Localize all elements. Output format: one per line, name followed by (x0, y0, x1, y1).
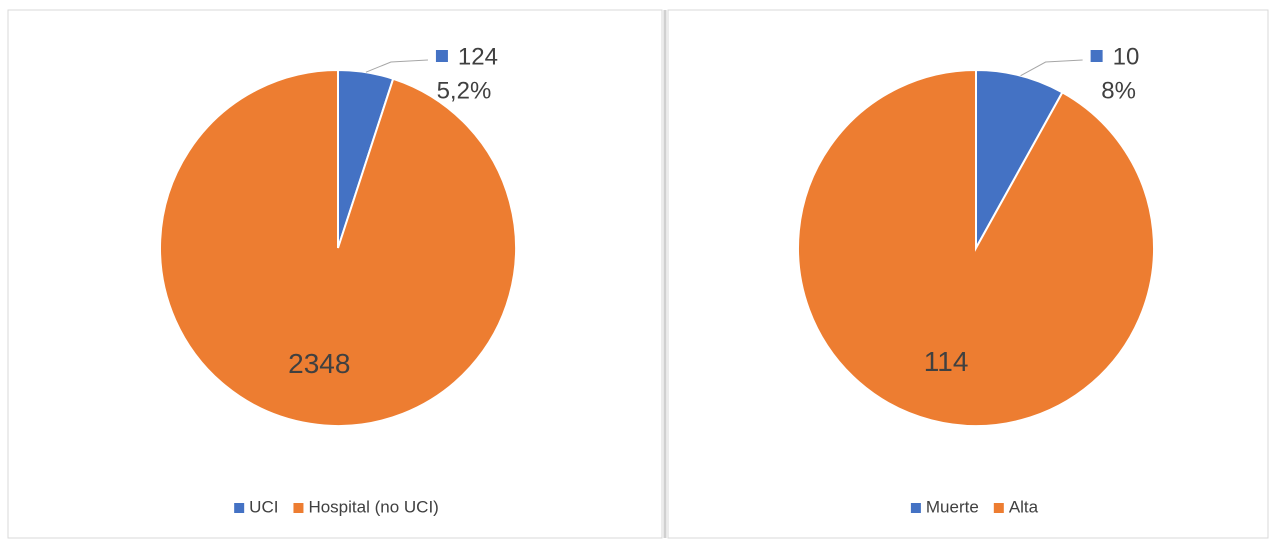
legend-key (993, 503, 1004, 513)
leader-line (1020, 59, 1083, 77)
pie-slice (975, 68, 1064, 252)
legend-label: Muerte (926, 497, 979, 516)
label-key (1090, 50, 1103, 62)
leader-line (365, 59, 428, 73)
data-label: 10 (1113, 43, 1140, 70)
data-label: 114 (924, 346, 969, 377)
pie-slice (797, 68, 1155, 427)
percent-label: 8% (1101, 77, 1136, 104)
legend-label: Hospital (no UCI) (308, 497, 438, 516)
pie-slice (159, 68, 517, 427)
data-label: 2348 (288, 348, 350, 379)
data-label: 124 (458, 43, 498, 70)
label-key (435, 50, 448, 62)
legend-label: Alta (1009, 497, 1039, 516)
legend-key (293, 503, 304, 513)
percent-label: 5,2% (437, 77, 492, 104)
legend-key (910, 503, 921, 513)
legend-label: UCI (249, 497, 278, 516)
legend-key (234, 503, 245, 513)
